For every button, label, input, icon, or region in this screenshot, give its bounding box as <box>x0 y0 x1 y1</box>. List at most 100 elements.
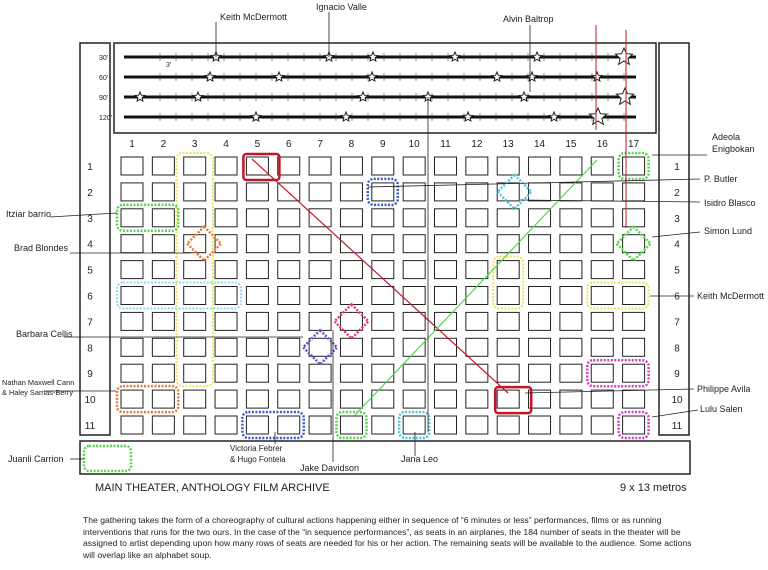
seat <box>183 208 207 228</box>
seat <box>151 311 175 331</box>
row-header-right: 7 <box>674 317 680 328</box>
seat <box>434 389 457 409</box>
seat <box>308 311 332 331</box>
right-wall <box>658 42 690 436</box>
row-header-right: 8 <box>674 343 680 354</box>
seat <box>402 415 426 435</box>
group-yellow-13 <box>492 255 525 310</box>
star-marker <box>547 110 561 123</box>
seat <box>151 182 175 202</box>
seat <box>245 415 269 435</box>
star-marker <box>530 50 544 63</box>
seat <box>434 415 457 435</box>
star-marker <box>614 46 634 66</box>
seat <box>277 234 301 254</box>
seat <box>622 311 646 331</box>
star-marker <box>366 50 380 63</box>
seat <box>183 260 207 280</box>
seat-grid <box>120 156 646 435</box>
seat <box>151 389 175 409</box>
seat <box>590 260 614 280</box>
seat <box>622 234 646 254</box>
group-juanli <box>82 444 133 473</box>
seat <box>308 337 332 357</box>
seat <box>559 286 583 305</box>
group-lulu <box>617 410 650 440</box>
seat <box>308 363 332 383</box>
seat <box>402 363 426 383</box>
red-box-start <box>242 152 281 182</box>
seat <box>214 208 238 228</box>
seat <box>465 389 489 409</box>
seat <box>151 363 175 383</box>
line-philippe <box>524 388 695 394</box>
seat <box>277 260 301 280</box>
star-marker <box>203 70 217 83</box>
seat <box>434 286 457 305</box>
line-isidro <box>519 199 701 203</box>
seat <box>183 182 207 202</box>
seat <box>245 208 269 228</box>
label-barbara: Barbara Cellis <box>16 329 73 339</box>
seat <box>120 208 144 228</box>
seat <box>183 389 207 409</box>
column-header: 4 <box>223 139 229 150</box>
seat <box>308 156 332 176</box>
group-light-cyan-row <box>116 281 243 310</box>
group-jana <box>397 410 431 440</box>
label-itziar: Itziar barrio <box>6 209 51 219</box>
timeline-row-label: 30' <box>99 55 108 62</box>
seat <box>434 234 457 254</box>
seat <box>559 337 583 357</box>
column-header: 15 <box>565 139 577 150</box>
star-marker <box>249 110 263 123</box>
seat <box>496 415 520 435</box>
row-header-right: 3 <box>674 214 680 225</box>
seat <box>339 311 363 331</box>
seat <box>402 389 426 409</box>
seat <box>528 234 552 254</box>
seat <box>402 260 426 280</box>
seat <box>622 337 646 357</box>
seat <box>371 337 395 357</box>
label-nathan-1: Nathan Maxwell Cann <box>2 378 74 387</box>
seat <box>402 286 426 305</box>
seat <box>528 415 552 435</box>
green-diagonal <box>354 159 598 416</box>
row-header-left: 5 <box>87 266 93 277</box>
seat <box>151 286 175 305</box>
label-keith-right: Keith McDermott <box>697 291 765 301</box>
label-jake: Jake Davidson <box>300 463 359 473</box>
column-header: 9 <box>380 139 386 150</box>
column-header: 14 <box>534 139 546 150</box>
seat <box>245 363 269 383</box>
group-victoria <box>241 410 305 440</box>
seat <box>528 363 552 383</box>
seat <box>245 389 269 409</box>
star-marker <box>590 70 604 83</box>
seat <box>339 389 363 409</box>
seat <box>214 182 238 202</box>
seat <box>214 260 238 280</box>
seat <box>590 415 614 435</box>
seat <box>214 234 238 254</box>
seat <box>308 260 332 280</box>
row-header-right: 9 <box>674 369 680 380</box>
star-marker <box>191 90 205 103</box>
seat <box>465 234 489 254</box>
label-victoria-1: Victoria Febrer <box>230 444 283 453</box>
timeline-row-label: 120' <box>99 115 112 122</box>
row-header-right: 4 <box>674 240 680 251</box>
row-header-right: 11 <box>672 421 683 432</box>
seat <box>622 389 646 409</box>
timeline-row-label: 60' <box>99 75 108 82</box>
seat <box>214 363 238 383</box>
seat <box>590 182 614 202</box>
seat <box>120 182 144 202</box>
label-lulu: Lulu Salen <box>700 404 743 414</box>
column-header: 6 <box>286 139 292 150</box>
seat <box>559 415 583 435</box>
seat <box>245 234 269 254</box>
row-header-right: 1 <box>674 162 680 173</box>
seat <box>559 389 583 409</box>
